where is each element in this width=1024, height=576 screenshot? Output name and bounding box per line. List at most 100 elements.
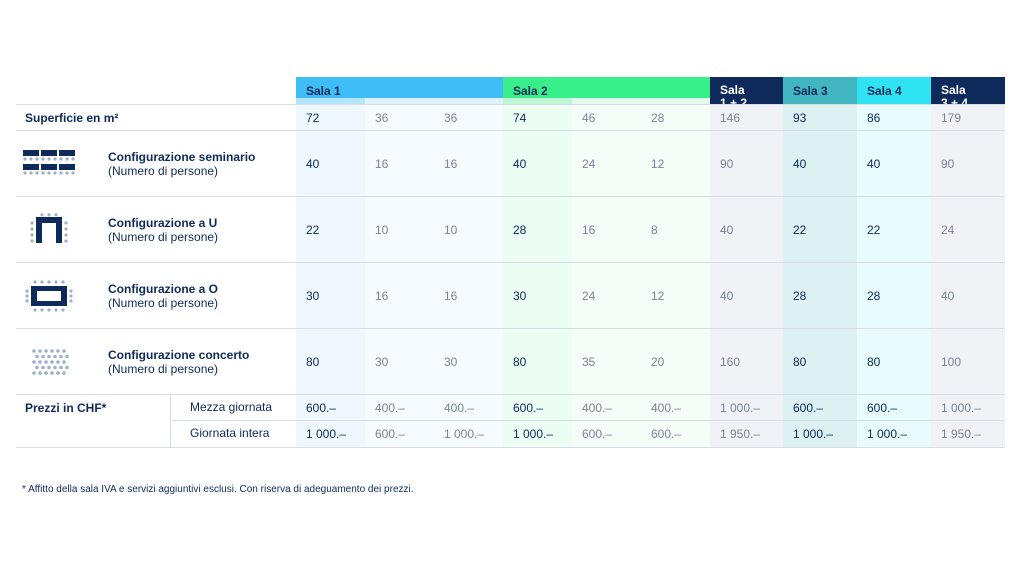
config-subtitle: (Numero di persone) [108, 295, 219, 310]
capacity-value: 35 [572, 329, 641, 395]
capacity-value: 40 [710, 197, 783, 263]
full-day-price: 1 950.– [710, 421, 783, 448]
capacity-value: 90 [931, 131, 1005, 197]
config-title: Configurazione a O [108, 281, 219, 296]
surface-value: 36 [365, 104, 434, 131]
capacity-value: 80 [503, 329, 572, 395]
capacity-value: 80 [296, 329, 365, 395]
config-text: Configurazione concerto (Numero di person… [108, 348, 249, 376]
surface-value: 86 [857, 104, 931, 131]
full-day-price: 1 000.– [503, 421, 572, 448]
header-sala-1: Sala 1 [296, 77, 503, 98]
surface-label: Superficie en m² [16, 104, 296, 131]
half-day-price: 1 000.– [931, 395, 1005, 421]
half-day-price: 400.– [572, 395, 641, 421]
config-text: Configurazione a U (Numero di persone) [108, 216, 218, 244]
capacity-value: 24 [572, 131, 641, 197]
price-period-labels: Mezza giornata Giornata intera [171, 395, 296, 447]
surface-value: 28 [641, 104, 710, 131]
capacity-value: 90 [710, 131, 783, 197]
config-label-concert: Configurazione concerto (Numero di person… [16, 329, 296, 395]
capacity-value: 30 [296, 263, 365, 329]
table-body: Superficie en m² 72 36 36 74 46 28 146 93 86 179 Co… [16, 104, 1008, 395]
prices-label: Prezzi in CHF* [16, 395, 171, 447]
capacity-value: 100 [931, 329, 1005, 395]
half-day-price: 600.– [857, 395, 931, 421]
capacity-value: 40 [710, 263, 783, 329]
half-day-label: Mezza giornata [171, 395, 296, 421]
full-day-price: 1 000.– [434, 421, 503, 448]
config-label-seminar: Configurazione seminario (Numero di perso… [16, 131, 296, 197]
config-subtitle: (Numero di persone) [108, 361, 219, 376]
capacity-value: 20 [641, 329, 710, 395]
capacity-value: 16 [365, 131, 434, 197]
config-subtitle: (Numero di persone) [108, 163, 219, 178]
full-day-price: 600.– [572, 421, 641, 448]
half-day-price: 1 000.– [710, 395, 783, 421]
capacity-value: 40 [857, 131, 931, 197]
full-day-price: 1 000.– [296, 421, 365, 448]
capacity-value: 22 [857, 197, 931, 263]
capacity-value: 160 [710, 329, 783, 395]
capacity-value: 30 [365, 329, 434, 395]
half-day-price: 400.– [365, 395, 434, 421]
capacity-value: 16 [434, 263, 503, 329]
capacity-value: 10 [365, 197, 434, 263]
capacity-value: 8 [641, 197, 710, 263]
price-labels: Prezzi in CHF* Mezza giornata Giornata int… [16, 395, 296, 448]
surface-value: 36 [434, 104, 503, 131]
full-day-price: 600.– [365, 421, 434, 448]
footnote: * Affitto della sala IVA e servizi aggiu… [22, 484, 414, 495]
half-day-price: 600.– [783, 395, 857, 421]
capacity-value: 24 [572, 263, 641, 329]
capacity-value: 22 [783, 197, 857, 263]
room-capacity-table: Sala 1 Sala 2 Sala 1 + 2 Sala 3 Sala 4 S… [16, 77, 1008, 448]
surface-value: 93 [783, 104, 857, 131]
capacity-value: 40 [931, 263, 1005, 329]
capacity-value: 24 [931, 197, 1005, 263]
surface-value: 74 [503, 104, 572, 131]
capacity-value: 80 [783, 329, 857, 395]
capacity-value: 28 [503, 197, 572, 263]
capacity-value: 16 [365, 263, 434, 329]
full-day-price: 1 000.– [783, 421, 857, 448]
capacity-value: 16 [434, 131, 503, 197]
config-subtitle: (Numero di persone) [108, 229, 219, 244]
capacity-value: 40 [783, 131, 857, 197]
surface-value: 72 [296, 104, 365, 131]
surface-value: 46 [572, 104, 641, 131]
seminar-layout-icon [22, 147, 76, 181]
config-label-o: Configurazione a O (Numero di persone) [16, 263, 296, 329]
config-label-u: Configurazione a U (Numero di persone) [16, 197, 296, 263]
full-day-price: 1 950.– [931, 421, 1005, 448]
half-day-price: 400.– [641, 395, 710, 421]
config-text: Configurazione a O (Numero di persone) [108, 282, 218, 310]
header-sala-2: Sala 2 [503, 77, 710, 98]
full-day-price: 1 000.– [857, 421, 931, 448]
config-title: Configurazione seminario [108, 149, 256, 164]
capacity-value: 80 [857, 329, 931, 395]
capacity-value: 40 [503, 131, 572, 197]
header-empty [16, 77, 296, 98]
half-day-price: 600.– [296, 395, 365, 421]
price-section: Prezzi in CHF* Mezza giornata Giornata int… [16, 395, 1008, 448]
half-day-price: 600.– [503, 395, 572, 421]
capacity-value: 30 [503, 263, 572, 329]
o-layout-icon [22, 279, 76, 313]
surface-value: 179 [931, 104, 1005, 131]
half-day-price: 400.– [434, 395, 503, 421]
config-title: Configurazione concerto [108, 347, 250, 362]
capacity-value: 40 [296, 131, 365, 197]
capacity-value: 30 [434, 329, 503, 395]
capacity-value: 16 [572, 197, 641, 263]
full-day-price: 600.– [641, 421, 710, 448]
surface-value: 146 [710, 104, 783, 131]
capacity-value: 22 [296, 197, 365, 263]
capacity-value: 12 [641, 263, 710, 329]
capacity-value: 10 [434, 197, 503, 263]
u-layout-icon [22, 212, 76, 247]
capacity-value: 28 [857, 263, 931, 329]
concert-layout-icon [22, 345, 76, 379]
capacity-value: 12 [641, 131, 710, 197]
config-title: Configurazione a U [108, 215, 218, 230]
